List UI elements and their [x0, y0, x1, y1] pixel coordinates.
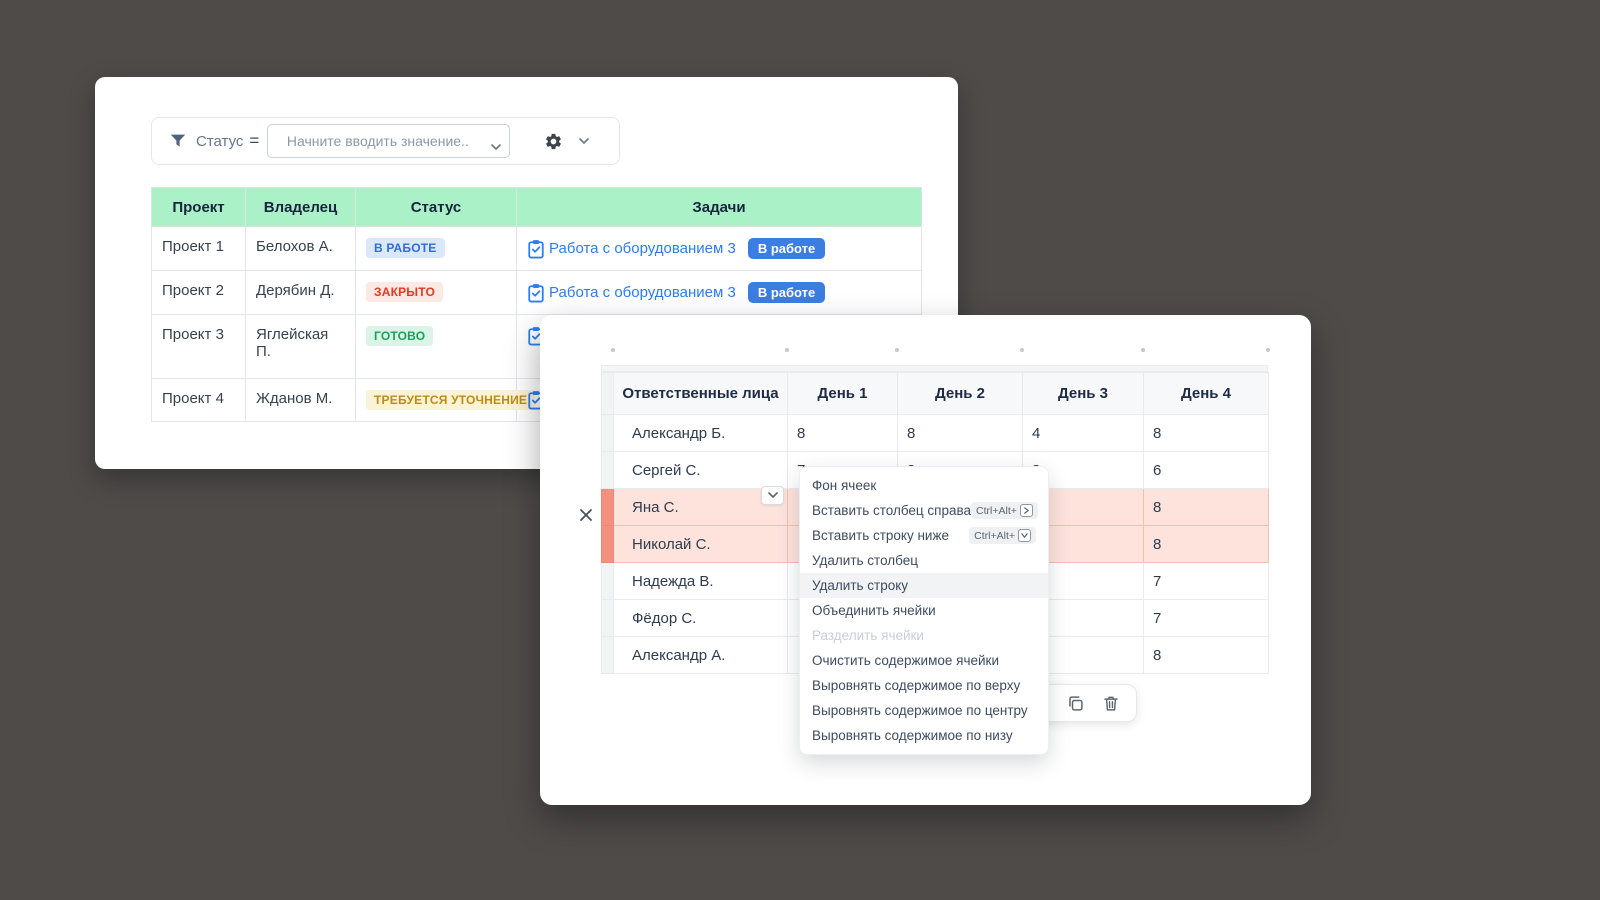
owner-cell: Яглейская П. — [245, 314, 356, 379]
filter-field-label: Статус — [196, 132, 244, 150]
table-context-menu: Фон ячеек Вставить столбец справа Ctrl+A… — [799, 466, 1049, 755]
column-header-day1[interactable]: День 1 — [787, 372, 898, 415]
filter-value-input[interactable] — [268, 125, 510, 157]
column-header-day3[interactable]: День 3 — [1022, 372, 1144, 415]
status-badge: ТРЕБУЕТСЯ УТОЧНЕНИЕ — [366, 390, 536, 410]
value-cell[interactable]: 4 — [1022, 414, 1144, 452]
value-cell[interactable]: 8 — [897, 414, 1023, 452]
status-badge: ГОТОВО — [366, 326, 434, 346]
menu-item-insert-row-below[interactable]: Вставить строку ниже Ctrl+Alt+ — [800, 523, 1048, 548]
table-top-strip — [601, 365, 1268, 372]
value-cell[interactable]: 8 — [1143, 488, 1269, 526]
task-clipboard-icon — [527, 239, 545, 259]
menu-item-align-bottom[interactable]: Выровнять содержимое по низу — [812, 728, 1013, 743]
menu-item-split-cells: Разделить ячейки — [812, 628, 924, 643]
menu-item-clear-cell-content[interactable]: Очистить содержимое ячейки — [812, 653, 999, 668]
person-cell[interactable]: Сергей С. — [613, 451, 788, 489]
value-cell[interactable]: 8 — [787, 414, 898, 452]
cell-dropdown-button[interactable] — [761, 486, 784, 505]
clear-selection-button[interactable] — [577, 506, 595, 524]
owner-cell: Белохов А. — [245, 226, 356, 271]
task-status-badge: В работе — [747, 238, 826, 259]
task-link[interactable]: Работа с оборудованием 3 — [549, 284, 736, 301]
row-handle[interactable] — [601, 599, 614, 637]
column-header-status[interactable]: Статус — [355, 187, 517, 227]
schedule-panel: Ответственные лица День 1 День 2 День 3 … — [540, 315, 1311, 805]
column-resize-dot[interactable] — [895, 348, 899, 352]
project-cell: Проект 1 — [151, 226, 246, 271]
column-header-project[interactable]: Проект — [151, 187, 246, 227]
column-resize-dot[interactable] — [1266, 348, 1270, 352]
table-row: Проект 1 Белохов А. В РАБОТЕ Работа с об… — [151, 226, 922, 271]
column-resize-dot[interactable] — [611, 348, 615, 352]
person-cell[interactable]: Яна С. — [613, 488, 788, 526]
project-cell: Проект 3 — [151, 314, 246, 379]
task-status-badge: В работе — [747, 282, 826, 303]
funnel-icon — [170, 133, 186, 149]
status-badge: ЗАКРЫТО — [366, 282, 444, 302]
value-cell[interactable]: 8 — [1143, 414, 1269, 452]
column-header-tasks[interactable]: Задачи — [516, 187, 922, 227]
filter-operator: = — [249, 131, 260, 150]
shortcut-badge: Ctrl+Alt+ — [971, 502, 1038, 519]
menu-item-cell-background[interactable]: Фон ячеек — [812, 478, 877, 493]
column-header-owner[interactable]: Владелец — [245, 187, 356, 227]
column-resize-dot[interactable] — [785, 348, 789, 352]
table-row: Александр Б. 8 8 4 8 — [601, 414, 1269, 452]
value-cell[interactable]: 6 — [1143, 451, 1269, 489]
column-resize-dot[interactable] — [1020, 348, 1024, 352]
filter-value-combobox[interactable] — [267, 124, 511, 158]
task-link[interactable]: Работа с оборудованием 3 — [549, 240, 736, 257]
row-handle-selected[interactable] — [601, 488, 614, 526]
value-cell[interactable]: 7 — [1143, 599, 1269, 637]
chevron-down-icon — [491, 138, 502, 156]
owner-cell: Дерябин Д. — [245, 270, 356, 315]
table-row: Проект 2 Дерябин Д. ЗАКРЫТО Работа с обо… — [151, 270, 922, 315]
task-clipboard-icon — [527, 283, 545, 303]
status-badge: В РАБОТЕ — [366, 238, 445, 258]
row-handle[interactable] — [601, 562, 614, 600]
person-cell[interactable]: Александр Б. — [613, 414, 788, 452]
column-header-day4[interactable]: День 4 — [1143, 372, 1269, 415]
project-cell: Проект 2 — [151, 270, 246, 315]
person-cell[interactable]: Николай С. — [613, 525, 788, 563]
column-resize-dot[interactable] — [1141, 348, 1145, 352]
row-handle[interactable] — [601, 414, 614, 452]
arrow-down-boxed-icon — [1018, 529, 1031, 542]
shortcut-badge: Ctrl+Alt+ — [969, 527, 1036, 544]
column-header-day2[interactable]: День 2 — [897, 372, 1023, 415]
row-handle[interactable] — [601, 636, 614, 674]
row-handle[interactable] — [601, 451, 614, 489]
task-clipboard-icon — [527, 326, 545, 346]
filter-bar: Статус = — [151, 117, 620, 165]
gear-icon[interactable] — [544, 132, 563, 151]
menu-item-delete-column[interactable]: Удалить столбец — [812, 553, 918, 568]
person-cell[interactable]: Надежда В. — [613, 562, 788, 600]
arrow-right-boxed-icon — [1019, 504, 1033, 517]
value-cell[interactable]: 7 — [1143, 562, 1269, 600]
copy-icon[interactable] — [1067, 695, 1084, 712]
menu-item-delete-row[interactable]: Удалить строку — [800, 573, 1048, 598]
owner-cell: Жданов М. — [245, 378, 356, 422]
person-cell[interactable]: Александр А. — [613, 636, 788, 674]
menu-item-align-top[interactable]: Выровнять содержимое по верху — [812, 678, 1021, 693]
trash-icon[interactable] — [1103, 695, 1119, 712]
menu-item-merge-cells[interactable]: Объединить ячейки — [812, 603, 936, 618]
chevron-down-icon[interactable] — [579, 137, 590, 145]
menu-item-insert-column-right[interactable]: Вставить столбец справа Ctrl+Alt+ — [800, 498, 1048, 523]
column-header-people[interactable]: Ответственные лица — [613, 372, 788, 415]
value-cell[interactable]: 8 — [1143, 636, 1269, 674]
value-cell[interactable]: 8 — [1143, 525, 1269, 563]
person-cell[interactable]: Фёдор С. — [613, 599, 788, 637]
menu-item-align-center[interactable]: Выровнять содержимое по центру — [812, 703, 1028, 718]
row-handle-selected[interactable] — [601, 525, 614, 563]
row-gutter-header — [601, 372, 614, 415]
project-cell: Проект 4 — [151, 378, 246, 422]
